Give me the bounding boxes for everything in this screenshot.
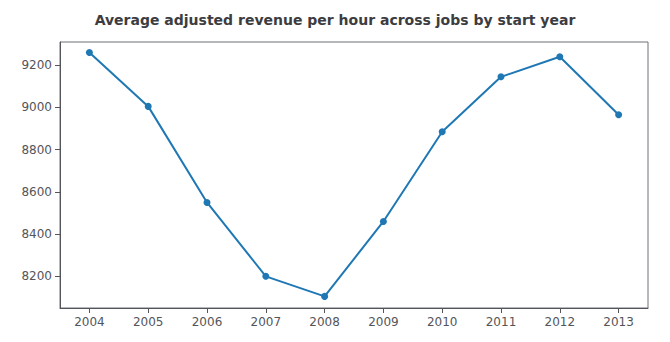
svg-text:9000: 9000 — [21, 100, 52, 114]
svg-text:8200: 8200 — [21, 269, 52, 283]
svg-text:2013: 2013 — [603, 315, 634, 329]
svg-text:8600: 8600 — [21, 185, 52, 199]
svg-text:2011: 2011 — [486, 315, 517, 329]
svg-text:8800: 8800 — [21, 143, 52, 157]
svg-text:2007: 2007 — [251, 315, 282, 329]
svg-text:2005: 2005 — [133, 315, 164, 329]
svg-text:2010: 2010 — [427, 315, 458, 329]
svg-text:2006: 2006 — [192, 315, 223, 329]
svg-text:8400: 8400 — [21, 227, 52, 241]
svg-text:2012: 2012 — [545, 315, 576, 329]
svg-text:Average adjusted revenue per h: Average adjusted revenue per hour across… — [95, 12, 576, 28]
svg-text:2008: 2008 — [309, 315, 340, 329]
svg-text:2009: 2009 — [368, 315, 399, 329]
svg-text:2004: 2004 — [74, 315, 105, 329]
svg-text:9200: 9200 — [21, 58, 52, 72]
